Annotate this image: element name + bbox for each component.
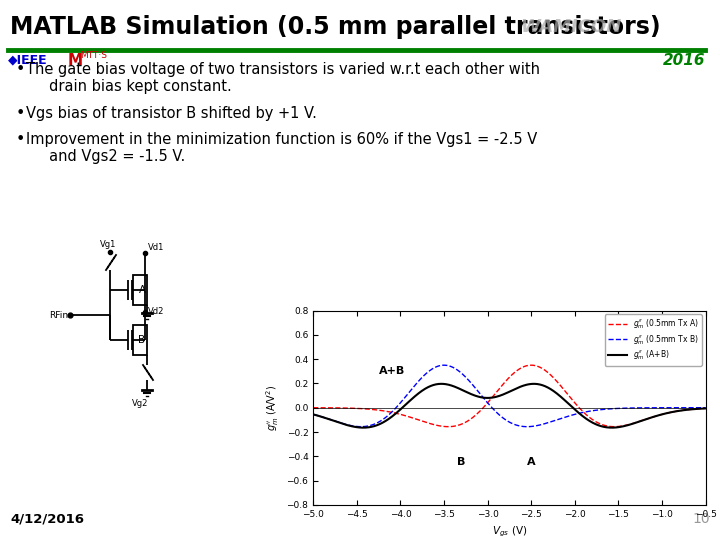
$g_m''$ (A+B) xyxy=(530,381,539,387)
Text: 4/12/2016: 4/12/2016 xyxy=(10,513,84,526)
$g_m''$ (0.5mm Tx A) xyxy=(378,408,387,414)
$g_m''$ (0.5mm Tx B) xyxy=(410,382,419,389)
Text: •: • xyxy=(16,132,25,147)
$g_m''$ (0.5mm Tx B) xyxy=(487,404,496,411)
Line: $g_m''$ (0.5mm Tx B): $g_m''$ (0.5mm Tx B) xyxy=(313,365,706,427)
Bar xyxy=(133,325,147,355)
Text: •: • xyxy=(16,62,25,77)
Text: Vgs bias of transistor B shifted by +1 V.: Vgs bias of transistor B shifted by +1 V… xyxy=(26,106,317,121)
$g_m''$ (0.5mm Tx A) xyxy=(572,402,581,408)
$g_m''$ (0.5mm Tx B) xyxy=(379,416,387,422)
$g_m''$ (A+B) xyxy=(378,420,387,426)
Text: A+B: A+B xyxy=(379,366,405,376)
$g_m''$ (0.5mm Tx A) xyxy=(410,415,418,422)
$g_m''$ (0.5mm Tx B) xyxy=(356,423,365,430)
$g_m''$ (A+B) xyxy=(487,395,495,401)
Text: B: B xyxy=(457,457,465,467)
Text: Vg2: Vg2 xyxy=(132,399,148,408)
Text: A: A xyxy=(527,457,536,467)
Text: WAMICON: WAMICON xyxy=(520,18,621,36)
$g_m''$ (0.5mm Tx B) xyxy=(440,362,449,368)
$g_m''$ (0.5mm Tx B) xyxy=(572,410,581,417)
Text: Vd1: Vd1 xyxy=(148,243,164,252)
$g_m''$ (0.5mm Tx A) xyxy=(606,423,614,430)
$g_m''$ (0.5mm Tx A) xyxy=(527,362,536,368)
$g_m''$ (A+B) xyxy=(608,424,616,431)
Text: MTT·S: MTT·S xyxy=(80,51,107,60)
$g_m''$ (0.5mm Tx A) xyxy=(701,405,710,411)
$g_m''$ (0.5mm Tx B) xyxy=(701,404,710,411)
Text: MATLAB Simulation (0.5 mm parallel transistors): MATLAB Simulation (0.5 mm parallel trans… xyxy=(10,15,661,39)
Text: 2016: 2016 xyxy=(662,53,705,68)
Y-axis label: $g_m''$ (A/V$^2$): $g_m''$ (A/V$^2$) xyxy=(264,384,281,431)
$g_m''$ (0.5mm Tx B) xyxy=(541,420,550,427)
$g_m''$ (A+B) xyxy=(541,383,549,389)
Text: Μ: Μ xyxy=(68,53,83,68)
$g_m''$ (A+B) xyxy=(605,424,613,431)
$g_m''$ (0.5mm Tx B) xyxy=(606,406,614,412)
Bar xyxy=(133,275,147,305)
$g_m''$ (A+B) xyxy=(701,405,710,411)
Line: $g_m''$ (A+B): $g_m''$ (A+B) xyxy=(313,384,706,428)
$g_m''$ (A+B) xyxy=(309,411,318,417)
Text: The gate bias voltage of two transistors is varied w.r.t each other with
     dr: The gate bias voltage of two transistors… xyxy=(26,62,540,94)
$g_m''$ (A+B) xyxy=(410,394,418,400)
Text: A: A xyxy=(138,285,145,295)
$g_m''$ (A+B) xyxy=(572,407,580,414)
X-axis label: $V_{gs}$ (V): $V_{gs}$ (V) xyxy=(492,524,527,539)
Legend: $g_m''$ (0.5mm Tx A), $g_m''$ (0.5mm Tx B), $g_m''$ (A+B): $g_m''$ (0.5mm Tx A), $g_m''$ (0.5mm Tx … xyxy=(605,314,702,366)
Text: 10: 10 xyxy=(693,512,710,526)
Text: Vg1: Vg1 xyxy=(100,240,116,249)
Text: B: B xyxy=(138,335,145,345)
Text: Improvement in the minimization function is 60% if the Vgs1 = -2.5 V
     and Vg: Improvement in the minimization function… xyxy=(26,132,537,164)
$g_m''$ (0.5mm Tx A) xyxy=(309,404,318,411)
$g_m''$ (0.5mm Tx B) xyxy=(309,411,318,417)
$g_m''$ (0.5mm Tx A) xyxy=(541,368,550,374)
Line: $g_m''$ (0.5mm Tx A): $g_m''$ (0.5mm Tx A) xyxy=(313,365,706,427)
$g_m''$ (0.5mm Tx A) xyxy=(487,395,495,402)
Text: RFin: RFin xyxy=(49,310,68,320)
Text: •: • xyxy=(16,106,25,121)
Text: ◆IEEE: ◆IEEE xyxy=(8,53,48,66)
$g_m''$ (0.5mm Tx A) xyxy=(444,423,452,430)
Text: Vd2: Vd2 xyxy=(148,307,164,316)
